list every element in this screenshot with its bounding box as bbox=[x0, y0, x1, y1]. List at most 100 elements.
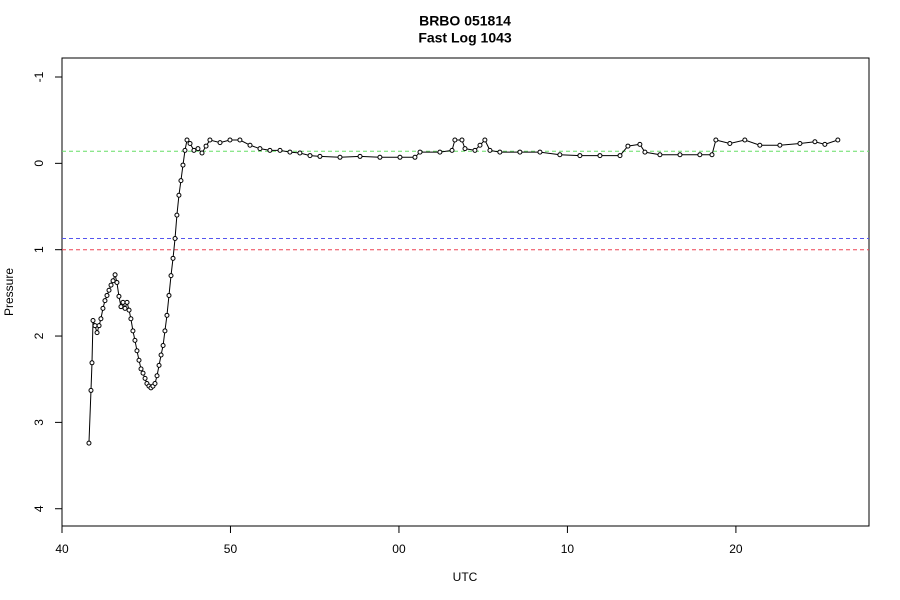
data-point bbox=[168, 273, 174, 279]
data-point bbox=[237, 137, 243, 143]
data-point bbox=[497, 149, 503, 155]
data-point bbox=[136, 357, 142, 363]
data-point bbox=[182, 147, 188, 153]
data-point bbox=[174, 212, 180, 218]
data-point bbox=[124, 299, 130, 305]
data-point bbox=[207, 137, 213, 143]
data-point bbox=[120, 299, 126, 305]
data-point bbox=[417, 149, 423, 155]
chart-subtitle: Fast Log 1043 bbox=[418, 30, 512, 46]
y-tick-label: 1 bbox=[32, 246, 46, 253]
data-point bbox=[152, 381, 158, 387]
data-point bbox=[227, 137, 233, 143]
data-point bbox=[377, 154, 383, 160]
data-point bbox=[459, 137, 465, 143]
data-point bbox=[449, 147, 455, 153]
y-tick-label: 2 bbox=[32, 332, 46, 339]
data-point bbox=[267, 147, 273, 153]
data-point bbox=[822, 141, 828, 147]
data-point bbox=[164, 312, 170, 318]
data-point bbox=[217, 140, 223, 146]
data-point bbox=[677, 152, 683, 158]
data-point bbox=[108, 282, 114, 288]
data-point bbox=[90, 317, 96, 323]
data-point bbox=[462, 146, 468, 152]
data-point bbox=[191, 147, 197, 153]
data-point bbox=[437, 149, 443, 155]
data-point bbox=[697, 152, 703, 158]
data-point bbox=[625, 143, 631, 149]
data-point bbox=[557, 152, 563, 158]
data-point bbox=[187, 140, 193, 146]
data-point bbox=[104, 292, 110, 298]
x-tick-label: 10 bbox=[561, 542, 575, 556]
data-point bbox=[477, 142, 483, 148]
data-point bbox=[657, 152, 663, 158]
data-point bbox=[118, 304, 124, 310]
x-tick-label: 40 bbox=[55, 542, 69, 556]
data-point bbox=[88, 387, 94, 393]
data-point bbox=[537, 149, 543, 155]
data-point bbox=[357, 153, 363, 159]
data-point bbox=[116, 293, 122, 299]
data-point bbox=[835, 137, 841, 143]
data-point bbox=[172, 235, 178, 241]
y-tick-label: -1 bbox=[32, 71, 46, 82]
data-point bbox=[132, 337, 138, 343]
data-point bbox=[317, 153, 323, 159]
data-point bbox=[412, 154, 418, 160]
data-point bbox=[709, 152, 715, 158]
data-point bbox=[178, 178, 184, 184]
data-point bbox=[140, 370, 146, 376]
data-point bbox=[122, 305, 128, 311]
data-point bbox=[742, 137, 748, 143]
chart-title: BRBO 051814 bbox=[419, 13, 511, 29]
y-tick-label: 4 bbox=[32, 505, 46, 512]
data-point bbox=[277, 147, 283, 153]
data-point bbox=[472, 147, 478, 153]
data-point bbox=[162, 328, 168, 334]
data-point bbox=[170, 255, 176, 261]
data-point bbox=[176, 192, 182, 198]
data-point bbox=[577, 153, 583, 159]
x-tick-label: 00 bbox=[392, 542, 406, 556]
x-axis-label: UTC bbox=[453, 570, 478, 584]
data-point bbox=[199, 150, 205, 156]
data-point bbox=[727, 140, 733, 146]
data-point bbox=[166, 292, 172, 298]
data-point bbox=[89, 360, 95, 366]
data-point bbox=[92, 323, 98, 329]
data-point bbox=[482, 137, 488, 143]
data-point bbox=[134, 348, 140, 354]
data-point bbox=[637, 141, 643, 147]
data-point bbox=[287, 149, 293, 155]
data-point bbox=[180, 162, 186, 168]
data-point bbox=[337, 154, 343, 160]
x-tick-label: 50 bbox=[224, 542, 238, 556]
data-point bbox=[713, 137, 719, 143]
data-point bbox=[110, 278, 116, 284]
data-point bbox=[102, 298, 108, 304]
data-point bbox=[126, 307, 132, 313]
y-tick-label: 3 bbox=[32, 419, 46, 426]
data-point bbox=[597, 153, 603, 159]
data-point bbox=[114, 280, 120, 286]
data-point bbox=[517, 149, 523, 155]
data-point bbox=[86, 440, 92, 446]
data-point bbox=[112, 272, 118, 278]
data-point bbox=[142, 375, 148, 381]
data-point bbox=[203, 143, 209, 149]
x-tick-label: 20 bbox=[729, 542, 743, 556]
data-point bbox=[257, 146, 263, 152]
data-point bbox=[156, 362, 162, 368]
data-point bbox=[158, 352, 164, 358]
data-point bbox=[138, 366, 144, 372]
data-point bbox=[777, 142, 783, 148]
data-point bbox=[487, 147, 493, 153]
plot-frame bbox=[61, 57, 870, 527]
data-point bbox=[160, 343, 166, 349]
data-point bbox=[812, 139, 818, 145]
data-point bbox=[642, 149, 648, 155]
